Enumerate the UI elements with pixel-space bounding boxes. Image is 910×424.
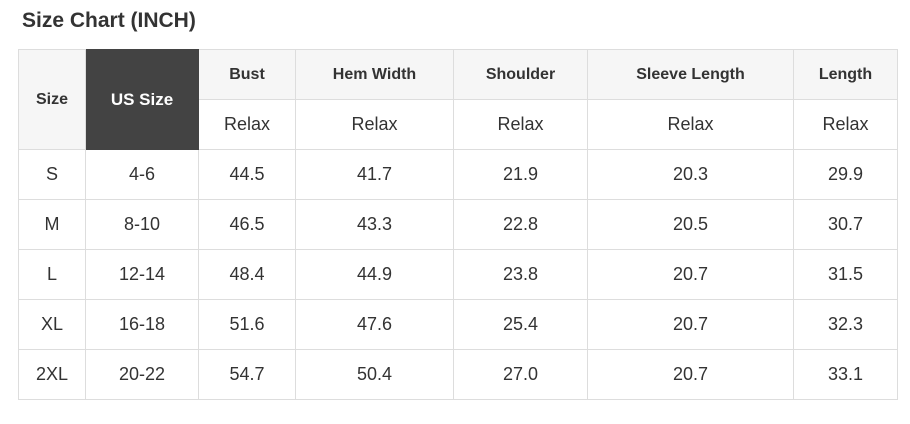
hem-width-cell: 50.4 xyxy=(295,349,454,400)
hem-width-cell: 47.6 xyxy=(295,299,454,350)
sleeve-length-cell: 20.7 xyxy=(587,349,794,400)
size-chart-table: Size US Size Bust Hem Width Shoulder Sle… xyxy=(18,49,898,400)
bust-cell: 44.5 xyxy=(198,149,296,200)
page-title: Size Chart (INCH) xyxy=(22,9,196,32)
table-row: 2XL 20-22 54.7 50.4 27.0 20.7 33.1 xyxy=(18,349,898,400)
sleeve-length-cell: 20.7 xyxy=(587,299,794,350)
header-us-size: US Size xyxy=(85,49,199,150)
table-row: XL 16-18 51.6 47.6 25.4 20.7 32.3 xyxy=(18,299,898,350)
size-cell: 2XL xyxy=(18,349,86,400)
size-cell: L xyxy=(18,249,86,300)
sleeve-length-cell: 20.5 xyxy=(587,199,794,250)
table-row: S 4-6 44.5 41.7 21.9 20.3 29.9 xyxy=(18,149,898,200)
size-chart-body: S 4-6 44.5 41.7 21.9 20.3 29.9 M 8-10 46.5 43.3 22.… xyxy=(18,149,898,400)
us-size-cell: 4-6 xyxy=(85,149,199,200)
shoulder-cell: 23.8 xyxy=(453,249,588,300)
hem-width-cell: 41.7 xyxy=(295,149,454,200)
shoulder-cell: 22.8 xyxy=(453,199,588,250)
length-cell: 32.3 xyxy=(793,299,898,350)
fit-cell-bust: Relax xyxy=(198,99,296,150)
sleeve-length-cell: 20.7 xyxy=(587,249,794,300)
length-cell: 31.5 xyxy=(793,249,898,300)
bust-cell: 54.7 xyxy=(198,349,296,400)
shoulder-cell: 25.4 xyxy=(453,299,588,350)
table-row: L 12-14 48.4 44.9 23.8 20.7 31.5 xyxy=(18,249,898,300)
bust-cell: 48.4 xyxy=(198,249,296,300)
us-size-cell: 20-22 xyxy=(85,349,199,400)
measure-header-row: Size US Size Bust Hem Width Shoulder Sle… xyxy=(18,49,898,150)
bust-cell: 46.5 xyxy=(198,199,296,250)
us-size-cell: 12-14 xyxy=(85,249,199,300)
header-size: Size xyxy=(18,49,86,150)
length-cell: 33.1 xyxy=(793,349,898,400)
header-hem-width: Hem Width xyxy=(295,49,454,100)
length-cell: 29.9 xyxy=(793,149,898,200)
length-cell: 30.7 xyxy=(793,199,898,250)
size-chart-header: Size US Size Bust Hem Width Shoulder Sle… xyxy=(18,49,898,150)
fit-cell-shoulder: Relax xyxy=(453,99,588,150)
shoulder-cell: 21.9 xyxy=(453,149,588,200)
hem-width-cell: 43.3 xyxy=(295,199,454,250)
size-cell: M xyxy=(18,199,86,250)
us-size-cell: 16-18 xyxy=(85,299,199,350)
size-cell: XL xyxy=(18,299,86,350)
fit-row: Relax Relax Relax Relax Relax xyxy=(19,99,898,150)
us-size-cell: 8-10 xyxy=(85,199,199,250)
fit-cell-length: Relax xyxy=(793,99,898,150)
table-row: M 8-10 46.5 43.3 22.8 20.5 30.7 xyxy=(18,199,898,250)
bust-cell: 51.6 xyxy=(198,299,296,350)
header-bust: Bust xyxy=(198,49,296,100)
hem-width-cell: 44.9 xyxy=(295,249,454,300)
shoulder-cell: 27.0 xyxy=(453,349,588,400)
header-sleeve-length: Sleeve Length xyxy=(587,49,794,100)
fit-cell-hem-width: Relax xyxy=(295,99,454,150)
header-length: Length xyxy=(793,49,898,100)
fit-cell-sleeve-length: Relax xyxy=(587,99,794,150)
sleeve-length-cell: 20.3 xyxy=(587,149,794,200)
header-shoulder: Shoulder xyxy=(453,49,588,100)
size-cell: S xyxy=(18,149,86,200)
